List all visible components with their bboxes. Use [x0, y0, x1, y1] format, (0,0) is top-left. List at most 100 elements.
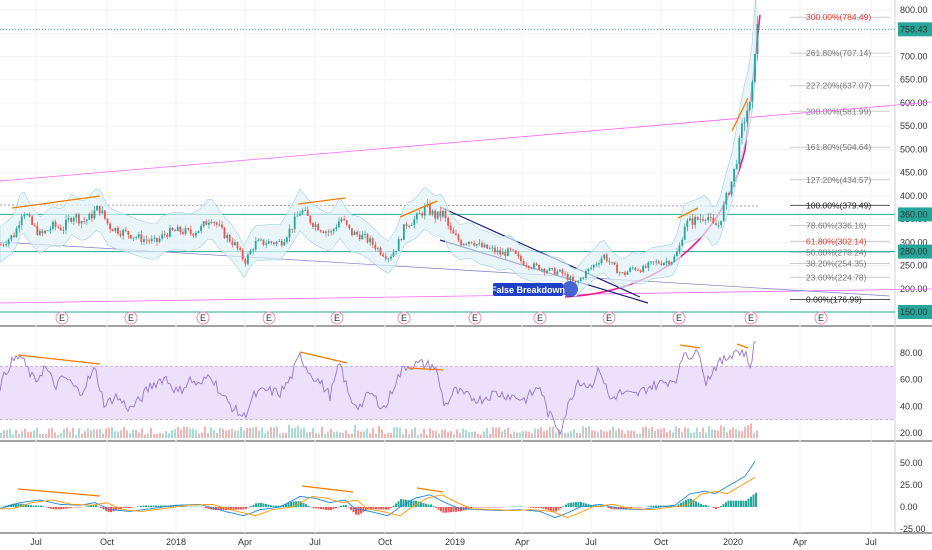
candle-body — [582, 277, 585, 279]
candle-body — [743, 122, 746, 124]
candle-body — [397, 239, 400, 251]
candle-body — [434, 210, 436, 219]
candle-body — [338, 221, 340, 228]
candle-body — [182, 231, 184, 234]
macd-histogram-bar — [752, 494, 755, 507]
candle-body — [525, 265, 527, 266]
candle-body — [642, 266, 644, 273]
candle-body — [447, 217, 449, 226]
macd-histogram-bar — [30, 505, 32, 507]
macd-histogram-bar — [727, 500, 730, 507]
macd-histogram-bar — [55, 507, 57, 510]
candle-body — [676, 251, 678, 257]
rsi-tick-label: 80.00 — [900, 348, 923, 358]
candle-body — [564, 273, 566, 275]
candle-body — [314, 224, 317, 228]
candle-body — [374, 244, 377, 250]
candle-body — [75, 214, 78, 218]
volume-bar — [90, 430, 92, 438]
time-tick-label: Jul — [30, 537, 42, 547]
fib-level-label: 100.00%(379.49) — [806, 200, 871, 210]
volume-bar — [165, 431, 167, 438]
candle-body — [239, 248, 241, 251]
volume-bar — [471, 431, 473, 438]
time-tick-label: Jul — [585, 537, 597, 547]
level-price-badge: 360.00 — [900, 209, 928, 219]
candle-body — [371, 238, 374, 245]
candle-body — [377, 248, 379, 250]
earnings-marker-icon — [468, 311, 482, 325]
volume-bar — [267, 430, 269, 438]
macd-histogram-bar — [345, 505, 347, 507]
volume-bar — [462, 428, 464, 438]
macd-divergence-line — [416, 487, 444, 493]
volume-bar — [84, 431, 86, 438]
candle-body — [540, 268, 543, 271]
candle-body — [756, 24, 759, 54]
volume-bar — [123, 427, 125, 438]
macd-histogram-bar — [575, 502, 577, 507]
candle-body — [140, 234, 143, 242]
volume-bar — [204, 426, 206, 438]
volume-bar — [198, 433, 200, 438]
candle-body — [522, 261, 525, 266]
volume-bar — [705, 432, 707, 438]
macd-histogram-bar — [362, 507, 365, 512]
volume-bar — [228, 429, 230, 438]
macd-histogram-bar — [37, 505, 40, 507]
volume-bar — [615, 430, 617, 438]
candle-body — [215, 222, 218, 225]
candle-body — [278, 240, 280, 242]
earnings-marker-label: E — [606, 313, 612, 323]
macd-histogram-bar — [717, 507, 720, 508]
candle-body — [286, 237, 288, 242]
rsi-tick-label: 40.00 — [900, 401, 923, 411]
macd-histogram-bar — [610, 507, 612, 509]
macd-histogram-bar — [712, 507, 715, 509]
candle-body — [208, 222, 210, 225]
volume-bar — [651, 427, 653, 438]
macd-histogram-bar — [272, 505, 275, 507]
candle-body — [57, 226, 59, 228]
macd-histogram-bar — [27, 504, 30, 507]
macd-divergence-line — [17, 488, 101, 497]
macd-histogram-bar — [250, 506, 252, 507]
candle-body — [572, 277, 574, 281]
volume-bar — [381, 429, 383, 438]
fib-level-label: 23.60%(224.78) — [806, 272, 867, 282]
macd-histogram-bar — [295, 501, 297, 507]
candle-body — [54, 221, 57, 227]
candle-body — [213, 222, 215, 224]
macd-histogram-bar — [565, 504, 567, 507]
candle-body — [369, 238, 371, 243]
time-tick-label: 2018 — [166, 537, 186, 547]
macd-histogram-bar — [0, 507, 2, 508]
macd-histogram-bar — [17, 503, 20, 507]
candle-body — [574, 280, 577, 283]
time-tick-label: Apr — [238, 537, 252, 547]
volume-bar — [375, 433, 377, 438]
rsi-zone — [0, 366, 895, 420]
macd-line — [0, 461, 756, 519]
candle-body — [2, 244, 5, 246]
candle-body — [585, 271, 587, 278]
candle-body — [512, 249, 514, 251]
candle-body — [431, 210, 434, 215]
volume-bar — [126, 430, 128, 438]
macd-histogram-bar — [687, 498, 690, 507]
volume-bar — [258, 430, 260, 438]
volume-bar — [129, 433, 131, 438]
level-price-badge-bg — [898, 207, 932, 222]
divergence-line — [399, 200, 438, 218]
volume-bar — [669, 430, 671, 438]
candle-body — [23, 214, 26, 217]
candle-body — [210, 222, 213, 224]
candle-body — [111, 229, 114, 232]
candle-body — [46, 230, 49, 232]
volume-bar — [306, 432, 308, 438]
volume-bar — [171, 430, 173, 438]
fib-level-label: 61.80%(302.14) — [806, 236, 867, 246]
macd-histogram-bar — [455, 507, 457, 512]
volume-bar — [78, 428, 80, 438]
